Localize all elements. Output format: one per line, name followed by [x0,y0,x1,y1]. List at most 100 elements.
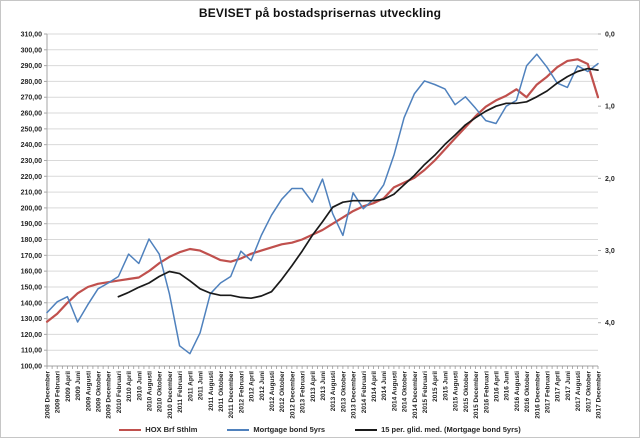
svg-text:220,00: 220,00 [21,174,43,181]
svg-text:2013 Juni: 2013 Juni [320,371,327,401]
svg-text:2013 December: 2013 December [351,371,358,419]
legend-label: 15 per. glid. med. (Mortgage bond 5yrs) [381,425,521,434]
svg-text:2017 Juni: 2017 Juni [565,371,572,401]
svg-text:2011 Oktober: 2011 Oktober [218,371,225,412]
svg-text:2009 April: 2009 April [65,371,72,402]
svg-text:3,0: 3,0 [605,248,615,255]
svg-text:2016 December: 2016 December [534,371,541,419]
legend-swatch-red-line [119,428,142,431]
svg-text:2016 Augusti: 2016 Augusti [514,371,521,411]
svg-text:2014 April: 2014 April [371,371,378,402]
svg-text:250,00: 250,00 [21,126,43,133]
svg-text:2010 Februari: 2010 Februari [116,371,123,413]
svg-text:260,00: 260,00 [21,111,43,118]
svg-text:180,00: 180,00 [21,237,43,244]
svg-text:2012 Februari: 2012 Februari [238,371,245,413]
svg-text:2013 April: 2013 April [310,371,317,402]
svg-text:2008 December: 2008 December [45,371,52,419]
svg-text:2014 Februari: 2014 Februari [361,371,368,413]
svg-text:2013 Oktober: 2013 Oktober [340,371,347,413]
legend-item-mortgage-bond: Mortgage bond 5yrs [227,425,325,434]
svg-text:2012 Augusti: 2012 Augusti [269,371,276,411]
legend-item-hox: HOX Brf Sthlm [119,425,197,434]
svg-text:210,00: 210,00 [21,190,43,197]
svg-text:230,00: 230,00 [21,158,43,165]
legend-swatch-black-line [355,428,378,431]
series-mortgage-bond-5yrs [46,53,599,355]
svg-text:120,00: 120,00 [21,332,43,339]
legend-swatch-blue-line [227,428,250,431]
svg-text:2015 Augusti: 2015 Augusti [453,371,460,411]
svg-text:2009 Oktober: 2009 Oktober [96,371,103,413]
svg-text:240,00: 240,00 [21,142,43,149]
svg-text:2015 Juni: 2015 Juni [442,371,449,401]
svg-text:4,0: 4,0 [605,320,615,327]
svg-text:2013 Februari: 2013 Februari [300,371,307,413]
svg-text:0,0: 0,0 [605,32,615,39]
svg-text:2011 Juni: 2011 Juni [198,371,205,400]
svg-text:310,00: 310,00 [21,32,43,39]
svg-text:2017 Februari: 2017 Februari [544,371,551,413]
series-hox-brf-sthlm [45,58,600,323]
svg-text:270,00: 270,00 [21,95,43,102]
svg-text:2009 Juni: 2009 Juni [75,371,82,401]
y-axis-right-labels: 0,0 1,0 2,0 3,0 4,0 [598,32,615,327]
svg-text:2015 Oktober: 2015 Oktober [463,371,470,413]
y-axis-left-labels: 100,00 110,00 120,00 130,00 140,00 150,00 160,… [21,32,47,371]
svg-text:130,00: 130,00 [21,316,43,323]
legend-label: HOX Brf Sthlm [145,425,198,434]
svg-text:2017 April: 2017 April [555,371,562,402]
svg-text:160,00: 160,00 [21,269,43,276]
svg-text:2010 April: 2010 April [126,371,133,402]
svg-text:2012 April: 2012 April [249,371,256,402]
svg-text:2013 Augusti: 2013 Augusti [330,371,337,411]
svg-text:2011 December: 2011 December [228,371,235,419]
gridlines [47,33,598,367]
svg-text:1,0: 1,0 [605,104,615,111]
svg-text:2014 Augusti: 2014 Augusti [391,371,398,411]
svg-text:2015 Februari: 2015 Februari [422,371,429,413]
svg-text:100,00: 100,00 [21,364,43,371]
svg-text:2010 December: 2010 December [167,371,174,419]
x-axis-labels: 2008 December 2009 Februari 2009 April 2009… [45,371,603,419]
svg-text:140,00: 140,00 [21,300,43,307]
svg-text:2010 Oktober: 2010 Oktober [157,371,164,413]
svg-text:190,00: 190,00 [21,221,43,228]
chart-legend: HOX Brf Sthlm Mortgage bond 5yrs 15 per.… [1,425,639,434]
svg-text:2017 Augusti: 2017 Augusti [575,371,582,411]
svg-text:2014 December: 2014 December [412,371,419,419]
x-axis-ticks [46,366,599,369]
svg-text:300,00: 300,00 [21,47,43,54]
svg-text:2017 December: 2017 December [596,371,603,419]
svg-text:2016 Juni: 2016 Juni [504,371,511,401]
svg-text:2012 December: 2012 December [289,371,296,419]
svg-text:2009 Februari: 2009 Februari [55,371,62,413]
axis-lines [46,34,598,367]
svg-text:2015 December: 2015 December [473,371,480,419]
series-moving-average [117,67,599,300]
legend-item-moving-average: 15 per. glid. med. (Mortgage bond 5yrs) [355,425,521,434]
svg-text:2011 April: 2011 April [187,371,194,402]
svg-text:2014 Juni: 2014 Juni [381,371,388,401]
legend-label: Mortgage bond 5yrs [253,425,326,434]
svg-text:170,00: 170,00 [21,253,43,260]
chart-title: BEVISET på bostadsprisernas utveckling [198,6,442,20]
svg-text:2011 Februari: 2011 Februari [177,371,184,413]
svg-text:2015 April: 2015 April [432,371,439,402]
svg-text:150,00: 150,00 [21,284,43,291]
svg-text:2012 Oktober: 2012 Oktober [279,371,286,413]
svg-text:2016 Oktober: 2016 Oktober [524,371,531,413]
svg-text:290,00: 290,00 [21,63,43,70]
svg-text:2010 Juni: 2010 Juni [136,371,143,401]
svg-text:2017 Oktober: 2017 Oktober [585,371,592,413]
svg-text:2016 Februari: 2016 Februari [483,371,490,413]
svg-text:200,00: 200,00 [21,205,43,212]
svg-text:2014 Oktober: 2014 Oktober [402,371,409,413]
svg-text:2009 Augusti: 2009 Augusti [85,371,92,411]
svg-text:2016 April: 2016 April [493,371,500,402]
svg-text:280,00: 280,00 [21,79,43,86]
svg-text:2009 December: 2009 December [106,371,113,419]
svg-text:2011 Augusti: 2011 Augusti [208,371,215,411]
